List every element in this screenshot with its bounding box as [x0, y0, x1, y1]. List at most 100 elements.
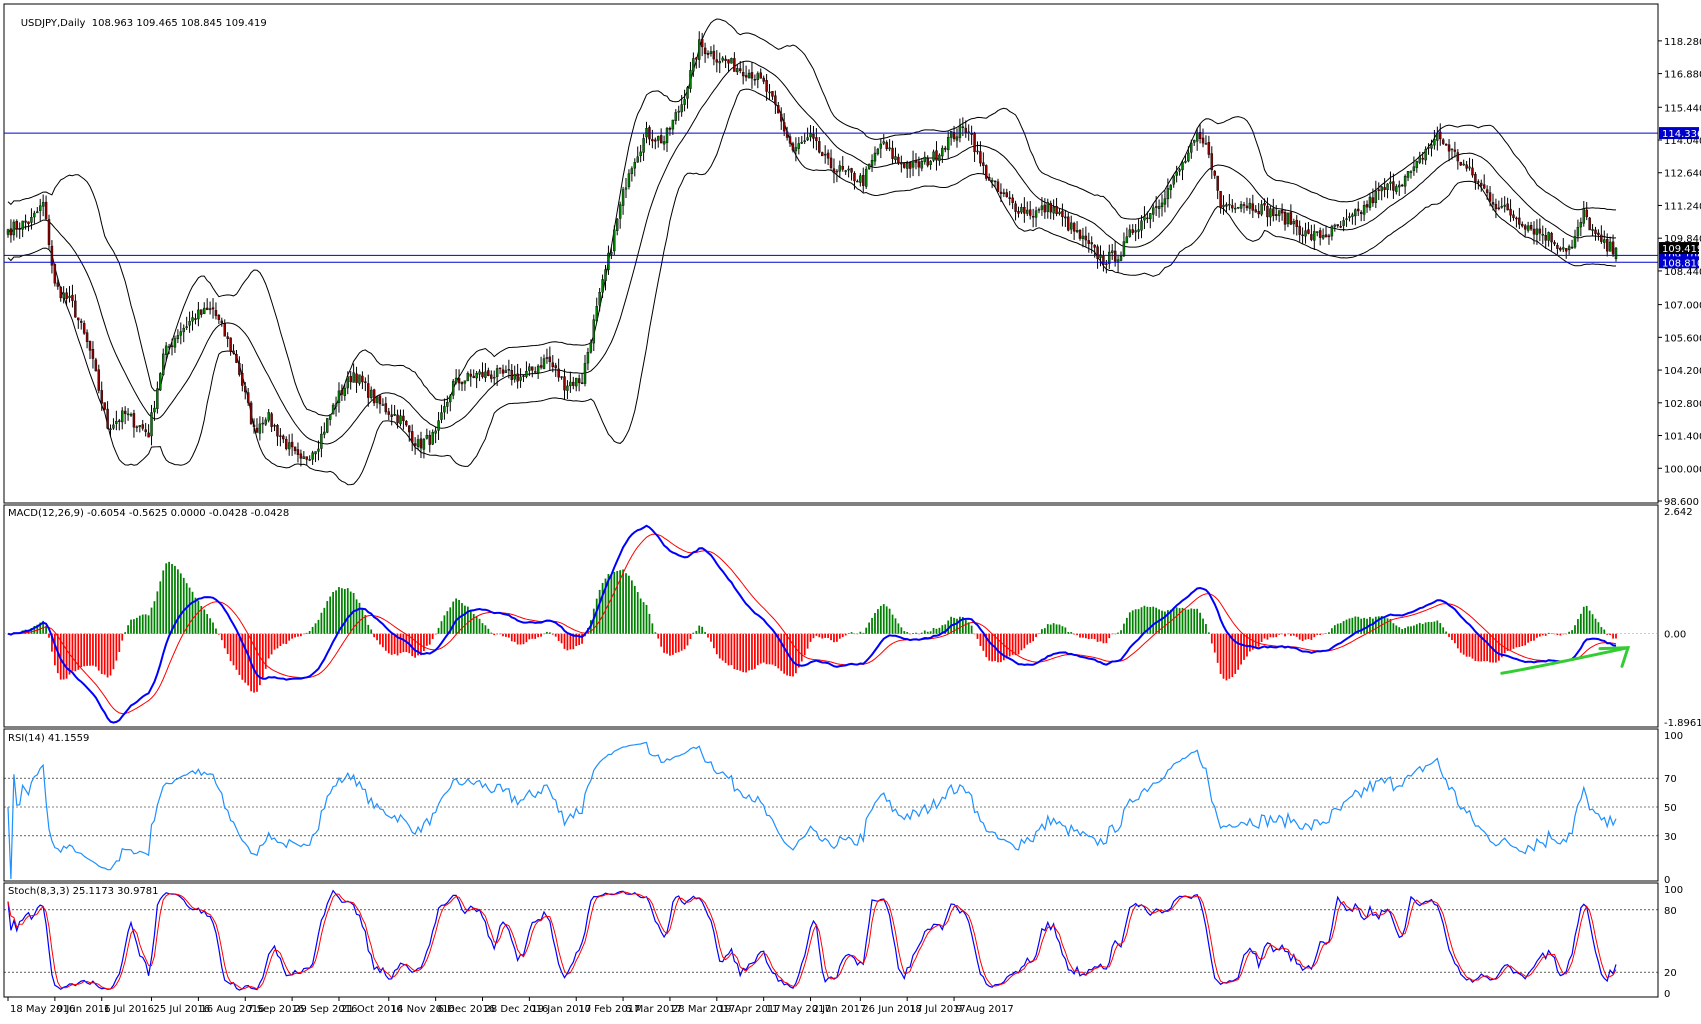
candle [53, 263, 57, 287]
candle-body [1471, 167, 1474, 176]
macd-histogram-bar [455, 598, 458, 634]
candle [1090, 236, 1093, 254]
macd-histogram-bar [636, 592, 639, 634]
macd-histogram-bar [915, 632, 917, 634]
macd-histogram-bar [1237, 633, 1240, 670]
candle [451, 378, 455, 400]
macd-histogram-bar [411, 633, 414, 657]
x-tick-label: 14 Nov 2016 [391, 1004, 455, 1015]
macd-histogram-bar [1278, 633, 1281, 635]
x-tick-label: 9 Aug 2017 [956, 1004, 1014, 1015]
rsi-pane[interactable] [4, 741, 1658, 880]
x-tick-label: 29 Sep 2016 [294, 1004, 357, 1015]
macd-histogram-bar [865, 627, 868, 634]
candle-body [782, 122, 786, 132]
macd-histogram-bar [1565, 633, 1568, 635]
candle [888, 139, 891, 152]
macd-histogram-bar [780, 633, 783, 671]
candle-body [1149, 213, 1152, 220]
candle [929, 159, 932, 170]
candle [914, 153, 918, 170]
candle [232, 344, 235, 355]
macd-histogram-bar [666, 633, 668, 654]
candle-body [665, 128, 669, 144]
candle [466, 371, 470, 382]
candle [1072, 221, 1076, 240]
pane-frames [3, 3, 1659, 998]
stoch-pane[interactable] [4, 889, 1658, 991]
candle [191, 310, 194, 331]
candle [270, 412, 273, 433]
macd-histogram-bar [1190, 608, 1193, 634]
rsi-tick-label: 70 [1664, 774, 1677, 785]
candle-body [522, 375, 525, 377]
macd-pane[interactable] [4, 524, 1658, 724]
candle-body [1125, 236, 1129, 244]
macd-histogram-bar [1574, 625, 1576, 634]
macd-histogram-bar [563, 633, 566, 649]
macd-histogram-bar [628, 575, 630, 634]
macd-histogram-bar [733, 633, 736, 670]
candle [1058, 208, 1061, 216]
x-tick-label: 6 Mar 2017 [625, 1004, 682, 1015]
candle [1269, 206, 1272, 226]
macd-histogram-bar [660, 633, 663, 647]
price-tick-label: 107.000 [1664, 301, 1701, 312]
candle [1061, 203, 1064, 227]
candle [657, 135, 660, 148]
candle-body [311, 452, 314, 460]
macd-histogram-bar [724, 633, 727, 663]
candle [797, 137, 801, 155]
candle-body [33, 212, 36, 218]
candle-body [876, 148, 880, 155]
candle-body [44, 201, 48, 219]
candle [94, 357, 98, 372]
candle [167, 343, 171, 355]
level-tag [1659, 127, 1699, 140]
macd-histogram-bar [112, 633, 115, 670]
macd-histogram-bar [1199, 612, 1201, 634]
candle [592, 314, 596, 352]
candle-body [1234, 207, 1237, 210]
candle [1096, 244, 1099, 269]
macd-histogram-bar [1120, 630, 1122, 634]
candle [838, 160, 842, 178]
candle [361, 371, 364, 390]
candle-body [1011, 197, 1014, 204]
candle-body [419, 438, 423, 449]
macd-histogram-bar [1442, 627, 1445, 634]
candle-body [1313, 231, 1316, 241]
candle [1456, 149, 1460, 170]
candle [1023, 197, 1026, 223]
candle-body [1477, 181, 1480, 183]
candle [33, 210, 36, 224]
price-tick-label: 98.600 [1664, 497, 1699, 508]
macd-histogram-bar [894, 618, 897, 634]
candle-body [926, 158, 929, 166]
candle [659, 128, 663, 144]
macd-histogram-bar [1207, 632, 1210, 634]
candle-body [536, 365, 540, 374]
candle [1213, 169, 1216, 179]
macd-histogram-bar [912, 633, 914, 634]
candle [1031, 208, 1035, 228]
macd-histogram-bar [534, 633, 537, 639]
candle-body [566, 385, 569, 391]
candle-body [1544, 235, 1547, 241]
x-tick-label: 28 Mar 2017 [672, 1004, 735, 1015]
candle-body [71, 294, 74, 301]
candle [6, 228, 10, 238]
candle [30, 208, 33, 230]
candle [396, 409, 399, 429]
candle [1321, 228, 1325, 240]
candle [1201, 128, 1205, 148]
macd-histogram-bar [1547, 632, 1550, 634]
candle-body [1515, 217, 1518, 220]
candle [876, 147, 880, 156]
candle [736, 63, 739, 76]
macd-histogram-bar [206, 614, 209, 634]
candle [835, 169, 839, 183]
macd-histogram-bar [1070, 632, 1073, 634]
candle [935, 141, 938, 171]
